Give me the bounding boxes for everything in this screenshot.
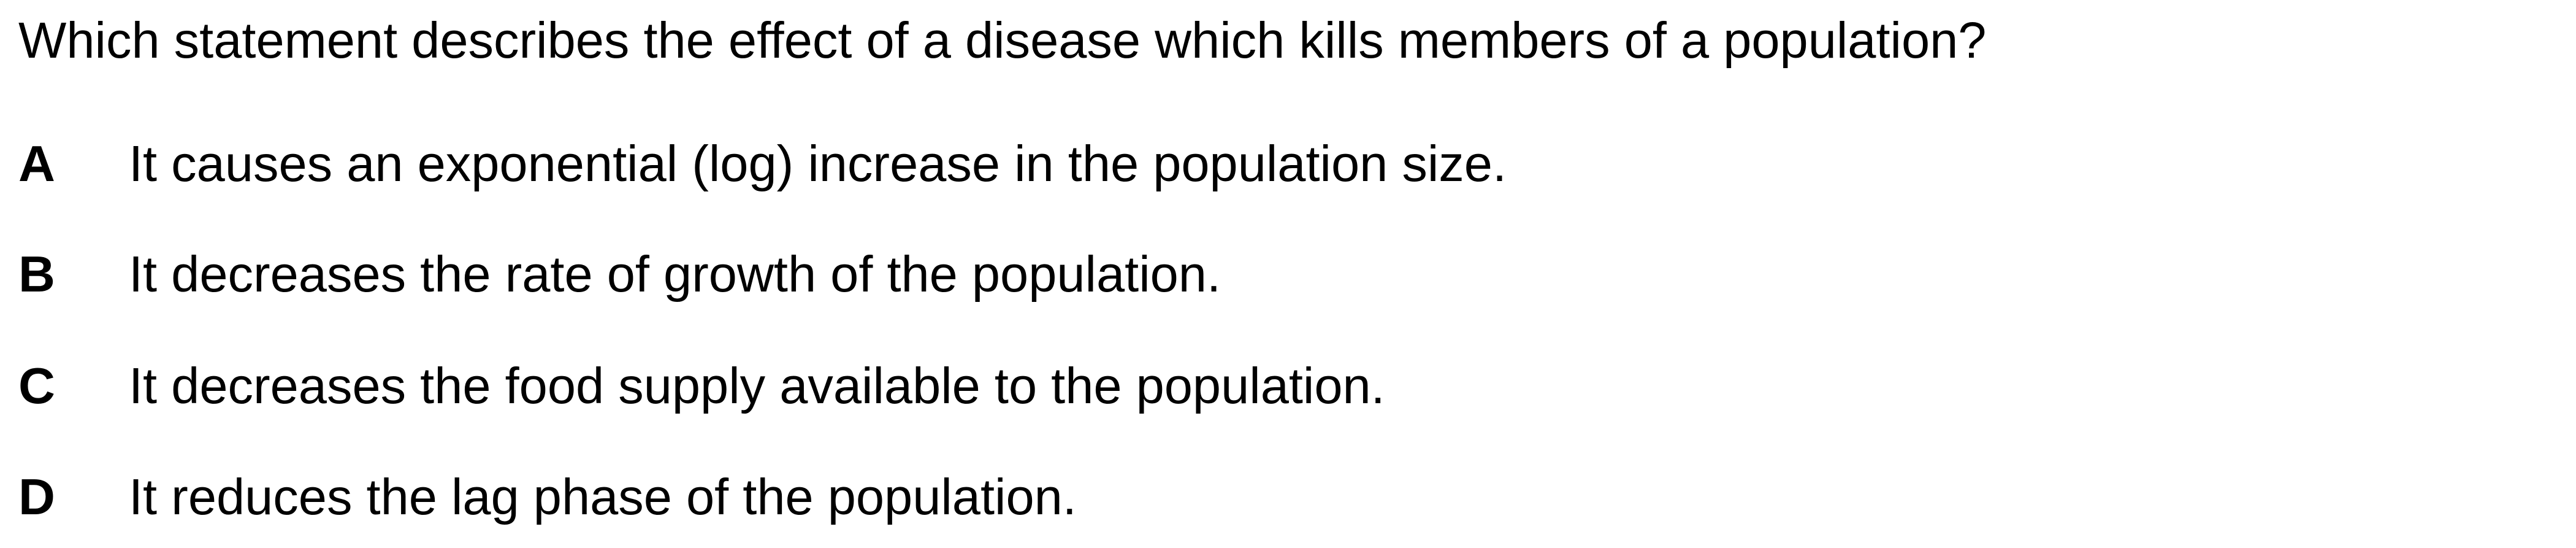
option-letter: B [18,245,55,303]
question-text: Which statement describes the effect of … [18,12,1987,69]
option-text: It decreases the rate of growth of the p… [129,245,1221,303]
option-letter: D [18,468,55,525]
option-text: It reduces the lag phase of the populati… [129,468,1077,525]
option-letter: A [18,135,55,192]
option-text: It causes an exponential (log) increase … [129,135,1507,192]
option-letter: C [18,357,55,414]
option-text: It decreases the food supply available t… [129,357,1385,414]
